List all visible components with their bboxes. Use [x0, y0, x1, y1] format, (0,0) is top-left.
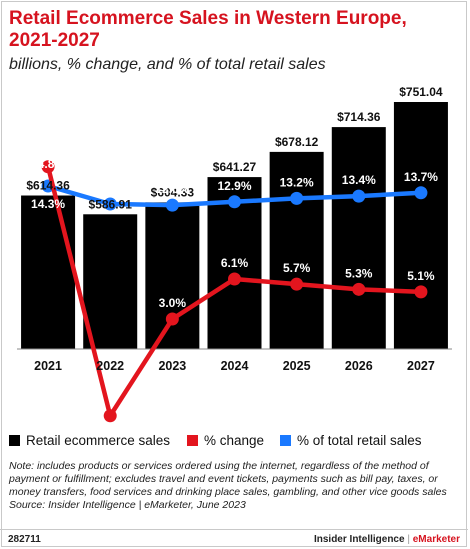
- legend-label-percent-change: % change: [204, 432, 265, 448]
- source-text: Source: Insider Intelligence | eMarketer…: [9, 499, 246, 511]
- percent-change-label-2021: 14.8%: [31, 157, 65, 171]
- share-of-retail-point-2023: [165, 198, 179, 212]
- brand-separator: |: [407, 534, 410, 545]
- bar-2023: [145, 202, 200, 349]
- note-text: Note: includes products or services orde…: [9, 460, 447, 498]
- x-tick-label-2022: 2022: [96, 359, 124, 373]
- share-of-retail-point-2026: [352, 189, 366, 203]
- chart-id: 282711: [8, 534, 41, 545]
- legend-label-ecommerce-sales: Retail ecommerce sales: [26, 432, 171, 448]
- percent-change-label-2027: 5.1%: [407, 269, 435, 283]
- percent-change-point-2022: [103, 409, 117, 423]
- share-of-retail-label-2021: 14.3%: [31, 197, 65, 211]
- bar-2021: [21, 195, 76, 349]
- brand-insider-intelligence: Insider Intelligence: [313, 534, 405, 545]
- chart-title: Retail Ecommerce Sales in Western Europe…: [9, 8, 407, 51]
- x-tick-label-2026: 2026: [345, 359, 373, 373]
- bar-value-label-2026: $714.36: [337, 110, 381, 124]
- percent-change-label-2024: 6.1%: [221, 256, 249, 270]
- bar-value-label-2025: $678.12: [275, 135, 319, 149]
- legend-item-share-of-retail: % of total retail sales: [280, 431, 422, 449]
- percent-change-label-2026: 5.3%: [345, 266, 373, 280]
- footnote: Note: includes products or services orde…: [9, 460, 463, 512]
- legend-item-percent-change: % change: [187, 431, 264, 449]
- x-tick-label-2021: 2021: [34, 359, 62, 373]
- chart-subtitle: billions, % change, and % of total retai…: [9, 56, 326, 73]
- percent-change-label-2023: 3.0%: [159, 296, 187, 310]
- share-of-retail-point-2027: [414, 186, 428, 200]
- share-of-retail-label-2023: 12.6%: [155, 182, 189, 196]
- share-of-retail-point-2024: [228, 195, 241, 209]
- percent-change-point-2023: [165, 312, 179, 326]
- share-of-retail-label-2027: 13.7%: [404, 170, 438, 184]
- bar-2026: [331, 127, 386, 350]
- legend: Retail ecommerce sales % change % of tot…: [9, 431, 459, 449]
- bar-2027: [393, 102, 448, 349]
- brand-emarketer: eMarketer: [412, 534, 460, 545]
- bar-value-label-2022: $586.91: [89, 197, 133, 211]
- legend-item-ecommerce-sales: Retail ecommerce sales: [9, 431, 170, 449]
- legend-swatch-percent-change: [187, 434, 198, 446]
- bar-value-label-2024: $641.27: [213, 160, 257, 174]
- share-of-retail-label-2022: 12.7%: [93, 181, 127, 195]
- share-of-retail-point-2025: [290, 191, 304, 205]
- bar-2025: [269, 151, 324, 349]
- share-of-retail-label-2024: 12.9%: [217, 179, 251, 193]
- share-of-retail-point-2022: [103, 197, 117, 211]
- footer: 282711 Insider Intelligence | eMarketer: [0, 529, 468, 548]
- legend-swatch-share-of-retail: [280, 434, 291, 446]
- percent-change-point-2025: [290, 277, 304, 291]
- brand: Insider Intelligence | eMarketer: [314, 534, 460, 545]
- x-tick-label-2024: 2024: [221, 359, 249, 373]
- legend-swatch-ecommerce-sales: [9, 434, 20, 446]
- share-of-retail-label-2026: 13.4%: [342, 173, 376, 187]
- x-tick-label-2023: 2023: [158, 359, 186, 373]
- percent-change-point-2026: [352, 282, 366, 296]
- percent-change-point-2027: [414, 285, 428, 299]
- bar-value-label-2021: $614.36: [26, 179, 70, 193]
- share-of-retail-label-2025: 13.2%: [280, 175, 314, 189]
- chart-plot: $614.36 $586.91 $604.33 $641.27 $678.12 $714.…: [17, 85, 452, 423]
- bar-value-label-2023: $604.33: [151, 185, 195, 199]
- x-tick-label-2027: 2027: [407, 359, 435, 373]
- bar-2022: [83, 214, 138, 349]
- x-tick-label-2025: 2025: [283, 359, 311, 373]
- legend-label-share-of-retail: % of total retail sales: [297, 432, 422, 448]
- percent-change-label-2025: 5.7%: [283, 261, 311, 275]
- percent-change-point-2021: [41, 160, 55, 174]
- bar-value-label-2027: $751.04: [399, 85, 443, 99]
- percent-change-point-2024: [228, 272, 241, 286]
